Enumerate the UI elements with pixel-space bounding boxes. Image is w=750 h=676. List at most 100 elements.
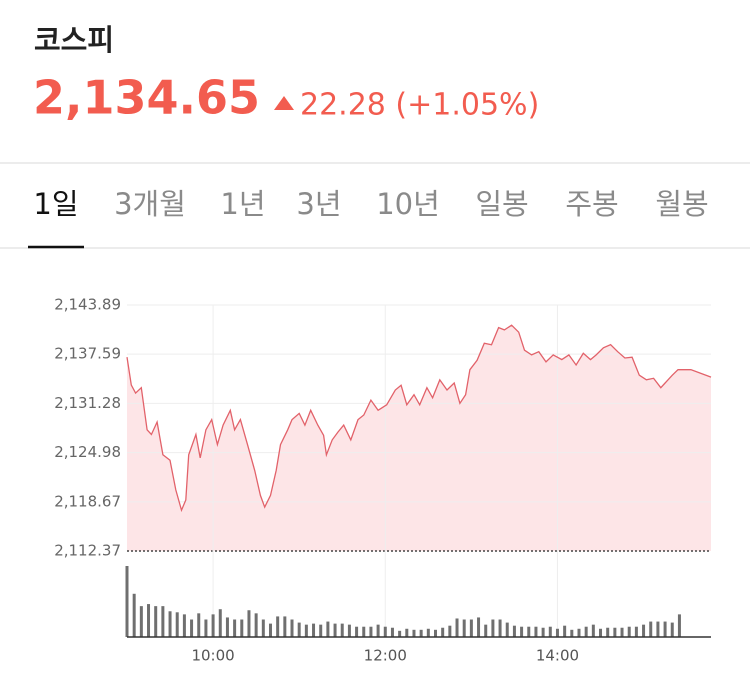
volume-bar	[412, 629, 416, 637]
volume-bar	[369, 626, 373, 637]
volume-bar	[491, 619, 495, 637]
volume-bar	[498, 619, 502, 637]
volume-bar	[577, 628, 581, 637]
volume-bar	[642, 624, 646, 637]
volume-bar	[161, 606, 165, 637]
volume-bar	[218, 609, 222, 637]
up-arrow	[274, 96, 294, 110]
x-tick-label: 10:00	[191, 647, 234, 665]
volume-bar	[534, 626, 538, 637]
y-tick-label: 2,112.37	[54, 542, 121, 560]
volume-bar	[240, 619, 244, 637]
volume-bar	[168, 611, 172, 637]
volume-bar	[319, 624, 323, 637]
volume-bar	[512, 625, 516, 637]
volume-bar	[304, 624, 308, 637]
volume-bar	[484, 624, 488, 637]
price-line	[126, 324, 712, 513]
volume-bar	[398, 630, 402, 637]
volume-bar	[520, 626, 524, 637]
index-name: 코스피	[34, 23, 114, 57]
tab[interactable]: 3년	[296, 187, 341, 221]
volume-bar	[132, 593, 136, 637]
y-tick-label: 2,118.67	[54, 492, 121, 510]
volume-bar	[448, 625, 452, 637]
volume-bar	[634, 626, 638, 637]
volume-bar	[620, 627, 624, 637]
volume-bar	[469, 619, 473, 637]
volume-bar	[355, 626, 359, 637]
volume-bar	[297, 622, 301, 637]
volume-bar	[261, 619, 265, 637]
volume-bar	[527, 626, 531, 637]
volume-bar	[268, 623, 272, 637]
volume-bar	[347, 624, 351, 637]
volume-bar	[563, 625, 567, 637]
tab[interactable]: 1일	[33, 187, 78, 221]
volume-bar	[649, 621, 653, 637]
price-change: 22.28 (+1.05%)	[300, 88, 539, 123]
volume-bar	[548, 626, 552, 637]
price-area	[127, 325, 711, 551]
volume-bar	[211, 614, 215, 637]
tab[interactable]: 1년	[220, 187, 265, 221]
volume-bar	[505, 622, 509, 637]
chart: 2,112.37 2,118.67 2,124.98 2,131.28 2,137.59…	[54, 296, 712, 665]
volume-bar	[225, 617, 229, 637]
volume-bar	[541, 627, 545, 637]
volume-bar	[613, 627, 617, 637]
volume-bar	[627, 626, 631, 637]
volume-bar	[362, 626, 366, 637]
volume-bar	[182, 614, 186, 637]
volume-bar	[175, 612, 179, 637]
tabs: 1일 3개월 1년 3년 10년 일봉 주봉 월봉	[33, 187, 708, 221]
y-tick-label: 2,131.28	[54, 394, 121, 412]
price: 2,134.65	[33, 71, 260, 125]
volume-bar	[455, 618, 459, 637]
tab[interactable]: 10년	[376, 187, 440, 221]
volume-bar	[477, 617, 481, 637]
volume-bar	[326, 621, 330, 637]
y-tick-label: 2,143.89	[54, 296, 121, 314]
tab[interactable]: 일봉	[475, 187, 528, 221]
tab[interactable]: 주봉	[565, 187, 618, 221]
volume-bar	[233, 619, 237, 637]
volume-bar	[333, 623, 337, 637]
volume-bar	[376, 624, 380, 637]
volume-bar	[555, 628, 559, 637]
x-tick-label: 12:00	[364, 647, 407, 665]
volume-bar	[276, 616, 280, 637]
tab[interactable]: 3개월	[114, 187, 186, 221]
volume-bar	[383, 626, 387, 637]
volume-bar	[663, 621, 667, 637]
volume-bar	[190, 619, 194, 637]
volume-bar	[283, 616, 287, 637]
volume-bar	[434, 629, 438, 637]
volume-bar	[599, 628, 603, 637]
volume-bar	[441, 627, 445, 637]
volume-bar	[340, 623, 344, 637]
volume-bar	[606, 627, 610, 637]
volume-bar	[204, 619, 208, 637]
volume-bar	[139, 606, 143, 637]
volume-bar	[462, 619, 466, 637]
x-tick-label: 14:00	[536, 647, 579, 665]
volume-bar	[154, 606, 158, 637]
y-tick-label: 2,124.98	[54, 443, 121, 461]
volume-bar	[426, 628, 430, 637]
volume-bar	[656, 621, 660, 637]
volume-bar	[312, 623, 316, 637]
volume-bar	[405, 628, 409, 637]
volume-bar	[197, 613, 201, 637]
volume-bar	[677, 614, 681, 637]
volume-bar	[290, 619, 294, 637]
y-tick-label: 2,137.59	[54, 345, 121, 363]
volume-bar	[591, 624, 595, 637]
volume-bar	[125, 566, 129, 637]
volume-bar	[570, 629, 574, 637]
volume-bar	[147, 604, 151, 637]
tab[interactable]: 월봉	[655, 187, 708, 221]
volume-bar	[390, 627, 394, 637]
